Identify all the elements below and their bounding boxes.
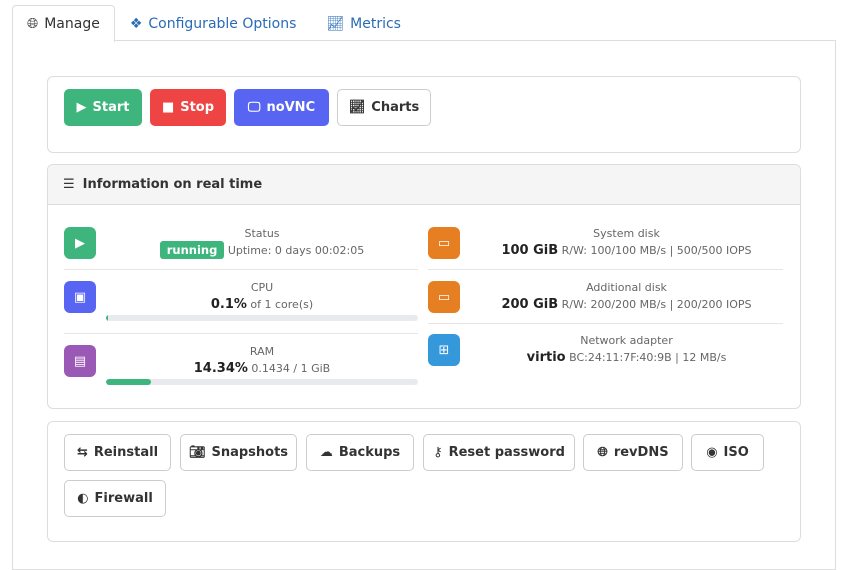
- reinstall-button[interactable]: ⇆ Reinstall: [64, 434, 171, 471]
- reset-password-button[interactable]: ⚷ Reset password: [423, 434, 575, 471]
- charts-button[interactable]: 📈︎ Charts: [337, 89, 431, 126]
- system-disk-row: ▭ System disk 100 GiB R/W: 100/100 MB/s |…: [428, 217, 783, 270]
- novnc-button[interactable]: 🖵︎ noVNC: [234, 89, 329, 126]
- additional-disk-label: Additional disk: [586, 281, 667, 294]
- start-button[interactable]: ▶ Start: [64, 89, 142, 126]
- system-disk-detail: R/W: 100/100 MB/s | 500/500 IOPS: [561, 244, 752, 257]
- status-badge: running: [159, 241, 225, 259]
- key-icon: ⚷: [433, 445, 443, 460]
- desktop-icon: 🖵︎: [247, 100, 261, 115]
- stop-icon: ■: [161, 100, 175, 115]
- ram-row: ▤ RAM 14.34% 0.1434 / 1 GiB: [64, 335, 418, 398]
- server-icon: ☰: [63, 177, 75, 192]
- chart-line-icon: 📈︎: [326, 15, 345, 32]
- tools-card: ⇆ Reinstall 📷︎ Snapshots ☁ Backups ⚷ Reset p…: [47, 421, 801, 542]
- realtime-info-header: ☰ Information on real time: [48, 165, 800, 205]
- realtime-info-card: ☰ Information on real time ▶ Status runnin…: [47, 164, 801, 409]
- ram-detail: 0.1434 / 1 GiB: [251, 362, 331, 375]
- iso-button[interactable]: ◉ ISO: [691, 434, 764, 471]
- shield-icon: ◐: [77, 491, 89, 506]
- system-disk-size: 100 GiB: [501, 243, 559, 258]
- hdd-icon: ▭: [428, 227, 460, 259]
- system-disk-label: System disk: [593, 227, 660, 240]
- disc-icon: ◉: [706, 445, 718, 460]
- uptime: Uptime: 0 days 00:02:05: [227, 244, 365, 257]
- globe-icon: 🌐︎: [597, 445, 608, 460]
- snapshots-button[interactable]: 📷︎ Snapshots: [180, 434, 297, 471]
- stop-button[interactable]: ■ Stop: [150, 89, 226, 126]
- tab-configurable-options[interactable]: ❖ Configurable Options: [129, 15, 297, 32]
- network-detail: BC:24:11:7F:40:9B | 12 MB/s: [569, 351, 727, 364]
- network-row: ⊞ Network adapter virtio BC:24:11:7F:40:9…: [428, 324, 783, 377]
- ram-progress: [106, 379, 418, 385]
- cpu-detail: of 1 core(s): [250, 298, 314, 311]
- memory-icon: ▤: [64, 345, 96, 377]
- cpu-progress-fill: [106, 315, 108, 321]
- play-circle-icon: ▶: [64, 227, 96, 259]
- power-actions-card: ▶ Start ■ Stop 🖵︎ noVNC 📈︎ Charts: [47, 76, 801, 153]
- additional-disk-size: 200 GiB: [501, 297, 559, 312]
- cubes-icon: ❖: [129, 15, 143, 32]
- tab-metrics[interactable]: 📈︎ Metrics: [326, 15, 401, 32]
- additional-disk-row: ▭ Additional disk 200 GiB R/W: 200/200 MB…: [428, 271, 783, 324]
- play-icon: ▶: [76, 100, 87, 115]
- sync-icon: ⇆: [76, 445, 88, 460]
- cpu-row: ▣ CPU 0.1% of 1 core(s): [64, 271, 418, 334]
- ram-label: RAM: [249, 345, 275, 358]
- status-row: ▶ Status running Uptime: 0 days 00:02:05: [64, 217, 418, 270]
- ram-progress-fill: [106, 379, 151, 385]
- revdns-button[interactable]: 🌐︎ revDNS: [583, 434, 683, 471]
- tab-manage[interactable]: 🌐︎ Manage: [12, 5, 115, 42]
- status-label: Status: [244, 227, 280, 240]
- cpu-progress: [106, 315, 418, 321]
- ram-value: 14.34%: [193, 361, 248, 376]
- network-wired-icon: ⊞: [428, 334, 460, 366]
- additional-disk-detail: R/W: 200/200 MB/s | 200/200 IOPS: [561, 298, 752, 311]
- network-label: Network adapter: [580, 334, 673, 347]
- chart-line-icon: 📈︎: [348, 100, 366, 115]
- cloud-download-icon: ☁: [319, 445, 333, 460]
- hdd-icon: ▭: [428, 281, 460, 313]
- firewall-button[interactable]: ◐ Firewall: [64, 480, 166, 517]
- cpu-label: CPU: [250, 281, 274, 294]
- cpu-value: 0.1%: [210, 297, 247, 312]
- manage-panel: ▶ Start ■ Stop 🖵︎ noVNC 📈︎ Charts ☰ Informati…: [12, 40, 836, 570]
- network-model: virtio: [526, 350, 566, 365]
- backups-button[interactable]: ☁ Backups: [306, 434, 414, 471]
- tab-bar: 🌐︎ Manage ❖ Configurable Options 📈︎ Metrics: [12, 5, 416, 42]
- camera-icon: 📷︎: [188, 445, 206, 460]
- globe-icon: 🌐︎: [27, 16, 39, 32]
- cpu-icon: ▣: [64, 281, 96, 313]
